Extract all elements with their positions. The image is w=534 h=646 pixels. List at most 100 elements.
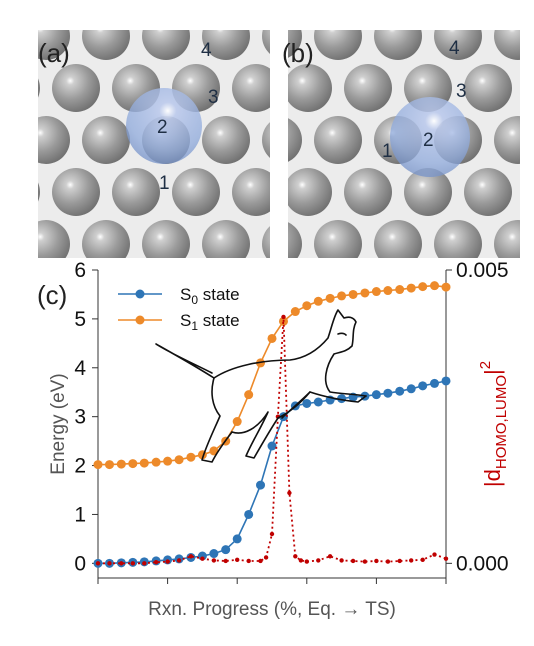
y-axis-title: Energy (eV) [48, 373, 69, 474]
lattice-atom [404, 272, 452, 320]
series-2-point [95, 561, 101, 566]
series-1-point [174, 455, 184, 465]
series-1-point [406, 283, 416, 293]
lattice-atom [172, 0, 220, 8]
y2-axis-title-sup: 2 [477, 361, 494, 369]
y-axis-ticks: 0 1 2 3 4 5 6 [74, 259, 98, 575]
series-0-point [383, 388, 393, 398]
series-1-point [348, 289, 358, 299]
series-2-point [188, 554, 194, 559]
series-2-point [298, 558, 304, 563]
series-0-point [209, 549, 219, 559]
series-2-point [374, 558, 379, 564]
y-tick-label: 2 [74, 455, 86, 478]
series-0-point [256, 480, 266, 490]
series-1-point [151, 457, 161, 467]
lattice-atom [202, 30, 250, 60]
legend-s0-label-main: S [180, 285, 191, 304]
lattice-atom [52, 64, 100, 112]
series-1-point [430, 281, 440, 291]
lattice-atom [0, 220, 10, 268]
legend-s0-label-tail: state [198, 285, 240, 304]
series-2-point [287, 490, 292, 496]
lattice-atom [524, 64, 534, 112]
series-1-point [383, 286, 393, 296]
lattice-atom [0, 116, 10, 164]
series-2-point [281, 314, 286, 320]
lattice-atom [464, 168, 512, 216]
legend-s1-label-tail: state [198, 311, 240, 330]
series-1-point [441, 282, 451, 292]
series-line-1 [98, 284, 447, 466]
lattice-atom [314, 30, 362, 60]
series-1-point [93, 460, 103, 470]
panel-b-atom-label-3: 3 [456, 81, 467, 102]
lattice-atom [288, 222, 302, 258]
lattice-atom [374, 30, 422, 60]
series-2-point [397, 558, 402, 564]
lattice-atom [262, 122, 270, 158]
lattice-atom [464, 64, 512, 112]
lattice-atom [292, 0, 340, 8]
lattice-atom [82, 116, 130, 164]
lattice-atom [314, 220, 362, 258]
cat-back-head [213, 309, 367, 397]
legend-s0-marker [135, 289, 145, 299]
series-0-point [371, 390, 381, 400]
series-0-point [232, 534, 242, 544]
lattice-atom [288, 64, 332, 112]
series-0-point [244, 509, 254, 519]
legend-s0-label-sub: 0 [191, 293, 198, 307]
lattice-atom [374, 220, 422, 258]
series-2-point [420, 557, 425, 563]
lattice-atom [344, 168, 392, 216]
series-0-point [406, 384, 416, 394]
panel-a-label: (a) [38, 38, 70, 68]
lattice-atom [82, 324, 130, 372]
series-0-point [418, 381, 428, 391]
series-2-point [119, 561, 124, 566]
y-tick-label: 1 [74, 503, 86, 526]
y2-tick-label: 0.000 [456, 552, 509, 575]
panel-b-atom-label-4: 4 [449, 38, 460, 59]
series-2-point [316, 558, 321, 563]
panel-a-atom-label-4: 4 [201, 40, 212, 61]
series-2-point [339, 558, 344, 563]
lattice-atom [352, 0, 400, 8]
lattice-atom [194, 324, 242, 372]
series-2-point [304, 559, 309, 564]
series-1-point [337, 291, 347, 301]
series-1-point [371, 287, 381, 297]
lattice-atom [494, 220, 520, 258]
series-2-point [269, 531, 275, 537]
lattice-atom [38, 116, 70, 164]
y2-axis-title: |dHOMO,LUMO|2 [477, 361, 510, 487]
legend-item-s0: S0 state [118, 285, 240, 307]
y2-axis-title-tail: | [480, 369, 505, 375]
lattice-atom [232, 64, 270, 112]
lattice-atom [434, 30, 482, 60]
lattice-atom [288, 30, 302, 58]
series-1-point [116, 459, 126, 469]
panel-b-adsorbate-atom [390, 97, 470, 177]
series-0-point [395, 386, 405, 396]
legend-s0-label: S0 state [180, 285, 240, 307]
lattice-atom [494, 116, 520, 164]
series-2-point [107, 561, 112, 566]
series-1-point [186, 452, 196, 462]
lattice-atom [202, 116, 250, 164]
lattice-atom [112, 168, 160, 216]
series-0-point [313, 397, 323, 407]
series-2-point [130, 561, 135, 566]
lattice-atom [262, 30, 270, 54]
series-0-point [441, 376, 451, 386]
y-tick-label: 3 [74, 406, 86, 429]
lattice-atom [434, 220, 482, 258]
panel-a-atom-label-1: 1 [159, 173, 170, 194]
lattice-atom [524, 0, 534, 8]
lattice-atom [344, 64, 392, 112]
lattice-atom [38, 30, 70, 60]
lattice-atom [202, 324, 250, 372]
panel-b: (b) 4 3 1 2 [194, 0, 534, 372]
